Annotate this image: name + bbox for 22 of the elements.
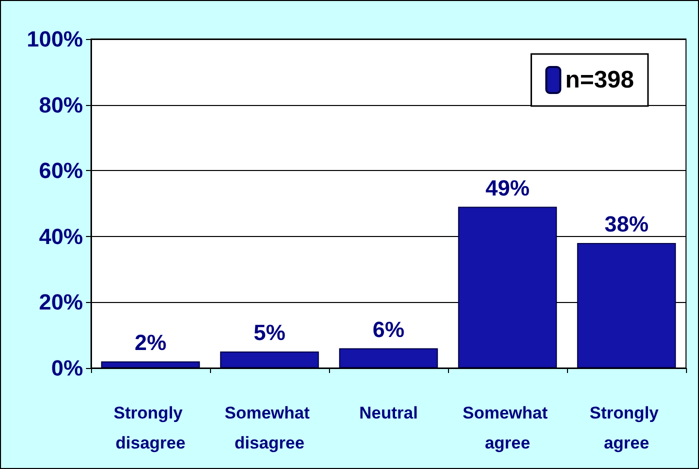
bar [339, 348, 438, 368]
bar [101, 361, 200, 368]
data-label: 5% [254, 320, 286, 346]
data-label: 49% [485, 175, 530, 200]
x-tick-label: Somewhat disagree [224, 404, 314, 452]
bar [577, 242, 676, 368]
bar [458, 206, 557, 368]
data-label: 6% [372, 316, 404, 342]
y-tick-label: 20% [38, 290, 83, 315]
data-label: 2% [134, 330, 166, 355]
y-tick-label: 80% [38, 92, 83, 118]
x-tick-label: Strongly agree [590, 404, 664, 452]
x-tick-label: Strongly disagree [114, 404, 188, 452]
y-tick-label: 0% [51, 356, 83, 380]
x-tick-label: Somewhat agree [462, 404, 552, 452]
x-tick-label: Neutral [359, 404, 418, 422]
bar [220, 352, 319, 368]
data-label: 38% [604, 211, 649, 236]
y-tick-label: 100% [26, 26, 83, 52]
y-tick-label: 60% [38, 158, 83, 184]
legend-label: n=398 [565, 66, 634, 94]
y-tick-label: 40% [38, 224, 83, 249]
